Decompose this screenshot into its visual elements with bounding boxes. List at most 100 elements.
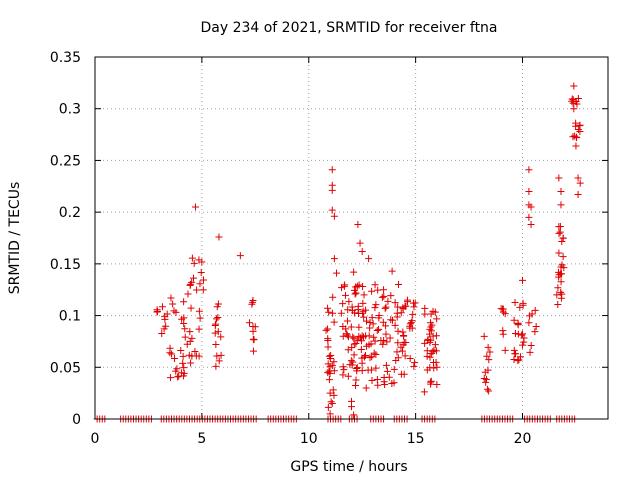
data-point [532,322,540,330]
data-point [166,344,174,352]
data-point [433,381,441,389]
data-point [372,350,380,358]
data-point [193,286,201,294]
data-point [248,300,256,308]
data-point [424,335,432,343]
data-point [161,312,169,320]
data-point [555,229,563,237]
x-tick-label: 10 [300,431,318,447]
data-point [394,303,402,311]
data-point [557,270,565,278]
y-tick-label: 0 [72,412,81,428]
y-axis-label: SRMTID / TECUs [7,182,23,295]
data-point [368,314,376,322]
data-point [330,358,338,366]
data-point [426,353,434,361]
data-point [329,309,337,317]
data-point [528,310,536,318]
data-point [391,321,399,329]
data-point [325,367,333,375]
data-point [558,237,566,245]
data-point [369,320,377,328]
data-point [397,343,405,351]
data-point [397,370,405,378]
data-point [420,388,428,396]
data-point [341,291,349,299]
data-point [212,362,220,370]
data-point [377,336,385,344]
data-point [426,330,434,338]
data-point [190,259,198,267]
data-point [510,316,518,324]
data-point [362,384,370,392]
data-point [398,347,406,355]
data-point [191,203,199,211]
data-point [213,352,221,360]
data-point [383,367,391,375]
data-point [526,348,534,356]
data-point [366,354,374,362]
data-point [188,334,196,342]
data-point [382,361,390,369]
data-point [572,122,580,130]
data-point [527,203,535,211]
data-point [375,325,383,333]
data-point [382,330,390,338]
data-point [191,347,199,355]
data-point [345,298,353,306]
data-point [559,253,567,261]
data-point [406,355,414,363]
data-point [324,325,332,333]
data-point [324,336,332,344]
data-point [520,338,528,346]
y-tick-label: 0.15 [50,257,81,273]
y-tick-label: 0.25 [50,153,81,169]
data-point [200,276,208,284]
data-point [188,352,196,360]
data-point [340,282,348,290]
data-point [343,331,351,339]
data-point [186,328,194,336]
data-point [327,398,335,406]
data-point [501,310,509,318]
data-point [574,174,582,182]
data-point [368,353,376,361]
y-tick-label: 0.3 [59,102,81,118]
data-point [431,308,439,316]
data-point [351,309,359,317]
data-point [371,337,379,345]
data-point [362,317,370,325]
data-point [371,281,379,289]
data-point [325,376,333,384]
data-point [387,292,395,300]
data-point [555,249,563,257]
data-point [360,313,368,321]
data-point [570,82,578,90]
data-point [217,351,225,359]
data-point [426,378,434,386]
data-point [350,411,358,419]
data-point [576,121,584,129]
data-point [431,341,439,349]
data-point [483,375,491,383]
data-point [572,142,580,150]
data-point [167,294,175,302]
data-point [180,298,188,306]
data-point [397,309,405,317]
data-point [485,387,493,395]
data-point [518,330,526,338]
data-point [499,330,507,338]
data-point [554,284,562,292]
data-point [326,389,334,397]
x-tick-label: 20 [514,431,532,447]
data-point [557,187,565,195]
data-point [421,304,429,312]
data-point [375,314,383,322]
data-point [172,308,180,316]
data-point [178,369,186,377]
data-point [411,359,419,367]
data-point [196,280,204,288]
data-point [553,291,561,299]
data-points [93,82,584,423]
data-point [350,268,358,276]
